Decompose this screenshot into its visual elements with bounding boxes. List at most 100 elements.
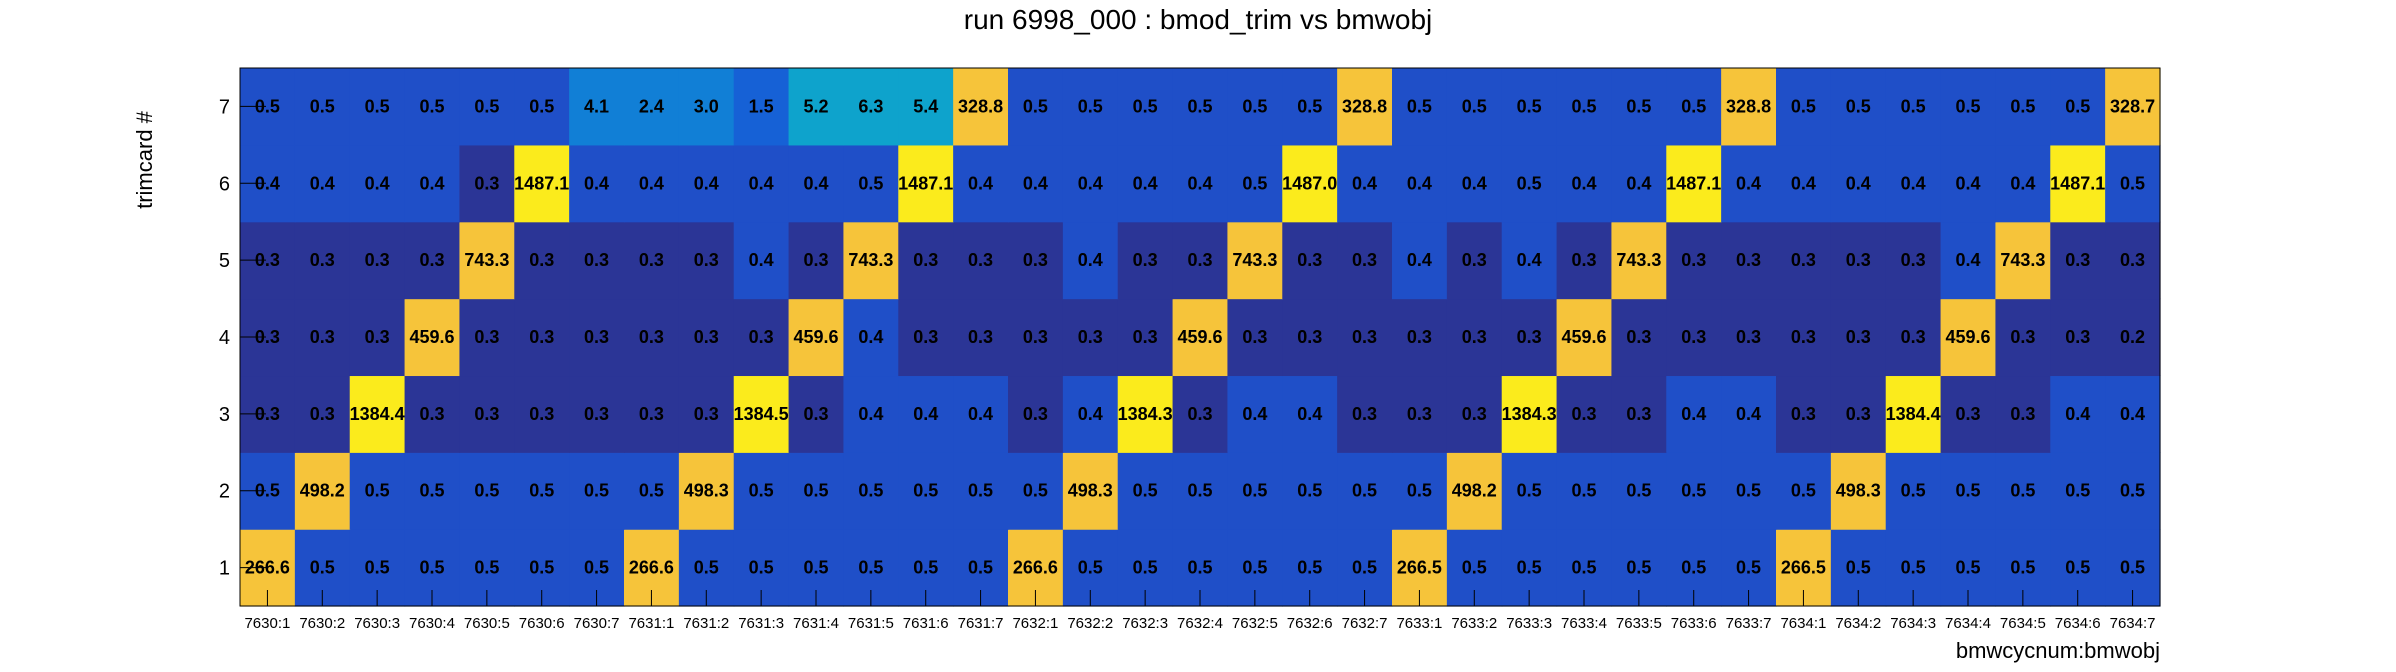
heatmap-cell: [1940, 144, 1997, 223]
heatmap-cell: [1117, 221, 1174, 300]
cell-value-label: 459.6: [1177, 327, 1222, 347]
cell-value-label: 1487.1: [2050, 173, 2105, 193]
cell-value-label: 0.4: [1901, 173, 1926, 193]
cell-value-label: 0.3: [529, 327, 554, 347]
cell-value-label: 328.8: [958, 96, 1003, 116]
heatmap-cell: [459, 375, 515, 453]
heatmap-cell: [1885, 375, 1942, 453]
heatmap-cell: [1446, 144, 1503, 223]
heatmap-cell: [1995, 221, 2051, 300]
cell-value-label: 0.5: [1297, 558, 1322, 578]
cell-value-label: 0.3: [529, 250, 554, 270]
cell-value-label: 0.3: [1901, 327, 1926, 347]
heatmap-cell: [1995, 375, 2051, 453]
cell-value-label: 0.5: [1517, 481, 1542, 501]
cell-value-label: 0.5: [584, 558, 609, 578]
heatmap-cell: [294, 68, 351, 146]
cell-value-label: 0.3: [419, 404, 444, 424]
heatmap-cell: [1282, 452, 1338, 530]
heatmap-cell: [678, 221, 735, 300]
heatmap-cell: [2050, 221, 2106, 300]
cell-value-label: 0.5: [1955, 96, 1980, 116]
cell-value-label: 0.5: [529, 558, 554, 578]
cell-value-label: 0.3: [529, 404, 554, 424]
heatmap-cell: [1776, 144, 1832, 223]
heatmap-cell: [1008, 68, 1064, 146]
cell-value-label: 0.5: [1242, 96, 1267, 116]
cell-value-label: 0.3: [1736, 250, 1761, 270]
heatmap-cell: [1008, 298, 1064, 377]
heatmap-cell: [1666, 452, 1722, 530]
cell-value-label: 0.5: [2065, 481, 2090, 501]
cell-value-label: 0.5: [1626, 96, 1651, 116]
cell-value-label: 0.3: [1901, 250, 1926, 270]
y-axis: 1 2 3 4 5 6 7: [219, 96, 266, 580]
cell-value-label: 0.5: [1242, 173, 1267, 193]
cell-value-label: 0.3: [1846, 327, 1871, 347]
y-tick-label: 4: [219, 327, 230, 349]
cell-value-label: 0.3: [1352, 250, 1377, 270]
x-axis-title: bmwcycnum:bmwobj: [1956, 638, 2160, 663]
heatmap-cell: [843, 298, 899, 377]
cell-value-label: 0.5: [1242, 558, 1267, 578]
cell-value-label: 0.3: [1626, 327, 1651, 347]
cell-value-label: 0.5: [1901, 96, 1926, 116]
heatmap-cell: [1008, 375, 1064, 453]
cell-value-label: 0.5: [1901, 481, 1926, 501]
cell-value-label: 0.3: [639, 404, 664, 424]
cell-value-label: 459.6: [409, 327, 454, 347]
x-tick-label: 7634:6: [2055, 615, 2101, 632]
heatmap-cell: [1282, 375, 1338, 453]
heatmap-cell: [2050, 68, 2106, 146]
heatmap-cell: [843, 144, 899, 223]
cell-value-label: 0.3: [1462, 404, 1487, 424]
cell-value-label: 0.3: [1242, 327, 1267, 347]
heatmap-cell: [1721, 68, 1777, 146]
heatmap-cell: [1666, 144, 1722, 223]
cell-value-label: 0.5: [749, 481, 774, 501]
cell-value-label: 0.5: [529, 96, 554, 116]
cell-value-label: 0.4: [1078, 404, 1103, 424]
heatmap-cell: [788, 221, 845, 300]
cell-value-label: 0.4: [1736, 173, 1761, 193]
heatmap-cell: [1337, 144, 1393, 223]
heatmap-cell: [1282, 144, 1338, 223]
heatmap-cell: [2105, 144, 2161, 223]
heatmap-cell: [843, 221, 899, 300]
heatmap-cell: [569, 221, 625, 300]
heatmap-cell: [404, 452, 461, 530]
cell-value-label: 0.3: [1187, 250, 1212, 270]
cell-value-label: 1384.4: [1886, 404, 1941, 424]
heatmap-cell: [1995, 452, 2051, 530]
cell-value-label: 0.4: [1626, 173, 1651, 193]
cell-value-label: 0.5: [365, 96, 390, 116]
heatmap-cell: [733, 221, 790, 300]
x-tick-label: 7631:6: [903, 615, 949, 632]
heatmap-cell: [733, 375, 790, 453]
cell-value-label: 0.3: [474, 404, 499, 424]
heatmap-cell: [1446, 298, 1503, 377]
cell-value-label: 0.3: [639, 327, 664, 347]
heatmap-cell: [1172, 221, 1229, 300]
heatmap-cell: [1940, 375, 1997, 453]
heatmap-cell: [733, 298, 790, 377]
heatmap-cell: [1940, 298, 1997, 377]
cell-value-label: 0.5: [584, 481, 609, 501]
cell-value-label: 1384.5: [734, 404, 789, 424]
heatmap-cell: [569, 375, 625, 453]
cell-value-label: 0.5: [1846, 558, 1871, 578]
x-tick-label: 7630:2: [299, 615, 345, 632]
x-tick-label: 7630:3: [354, 615, 400, 632]
cell-value-label: 0.3: [694, 327, 719, 347]
cell-value-label: 0.3: [1352, 404, 1377, 424]
heatmap-cell: [624, 298, 680, 377]
heatmap-cell: [788, 452, 845, 530]
cell-value-label: 266.5: [1397, 558, 1442, 578]
cell-value-label: 459.6: [1561, 327, 1606, 347]
heatmap-cell: [1830, 68, 1887, 146]
cell-value-label: 0.4: [1681, 404, 1706, 424]
heatmap-cell: [1227, 375, 1283, 453]
heatmap-cell: [514, 68, 570, 146]
cell-value-label: 1487.1: [1666, 173, 1721, 193]
x-tick-label: 7630:5: [464, 615, 510, 632]
